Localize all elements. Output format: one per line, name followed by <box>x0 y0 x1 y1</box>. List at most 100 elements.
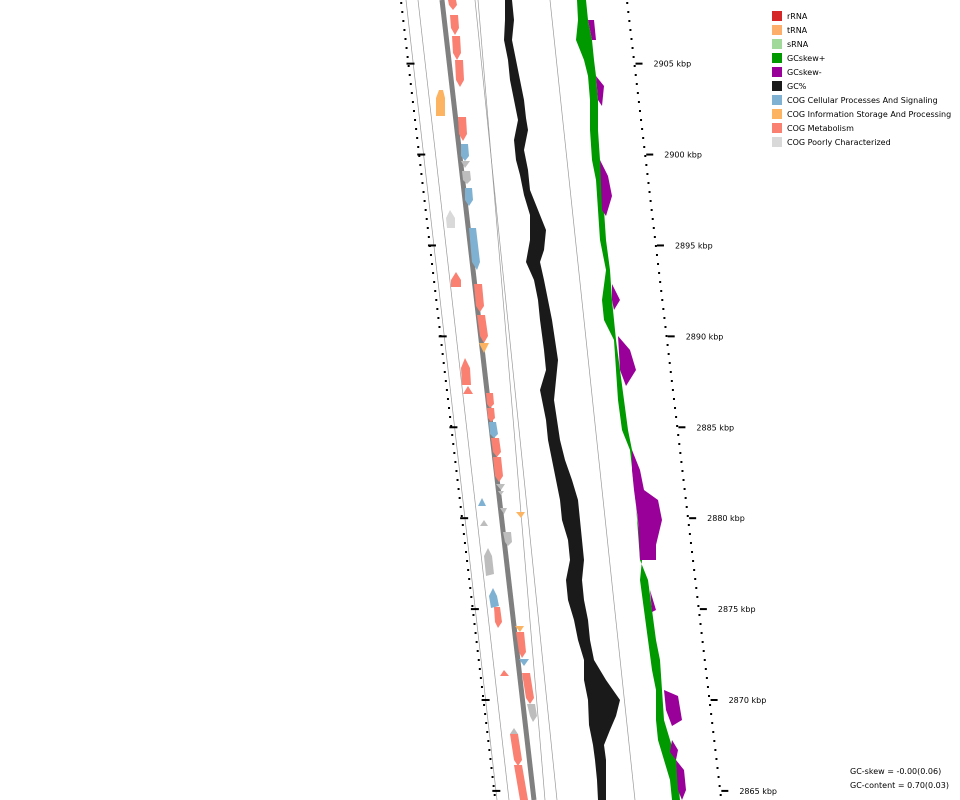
minor-tick <box>432 272 435 274</box>
minor-tick <box>424 209 427 211</box>
legend-item: COG Information Storage And Processing <box>772 107 951 121</box>
minor-tick <box>425 218 428 220</box>
minor-tick <box>456 479 459 481</box>
gene-feature <box>450 15 459 35</box>
gene-feature <box>461 358 471 385</box>
major-tick <box>438 335 447 338</box>
legend-item: GCskew- <box>772 65 951 79</box>
tick-label: 2890 kbp <box>686 332 724 341</box>
minor-tick <box>706 686 709 688</box>
guide-line <box>474 0 558 800</box>
minor-tick <box>646 173 649 175</box>
gene-feature <box>519 659 529 666</box>
minor-tick <box>718 785 721 787</box>
legend-swatch <box>772 81 782 91</box>
minor-tick <box>701 641 704 643</box>
major-tick <box>460 517 469 520</box>
minor-tick <box>403 29 406 31</box>
minor-tick <box>458 497 461 499</box>
gene-feature <box>477 315 488 343</box>
minor-tick <box>681 470 684 472</box>
minor-tick <box>417 146 420 148</box>
minor-tick <box>470 596 473 598</box>
major-tick <box>710 699 718 701</box>
minor-tick <box>467 569 470 571</box>
minor-tick <box>431 263 434 265</box>
minor-tick <box>451 434 454 436</box>
minor-tick <box>662 308 665 310</box>
minor-tick <box>421 182 424 184</box>
gc-skew-negative <box>588 20 686 800</box>
minor-ticks-right <box>626 2 722 796</box>
minor-tick <box>441 353 444 355</box>
gene-feature <box>496 484 505 490</box>
legend-label: COG Metabolism <box>787 123 854 133</box>
minor-tick <box>412 110 415 112</box>
minor-tick <box>482 695 485 697</box>
minor-tick <box>683 488 686 490</box>
minor-tick <box>473 623 476 625</box>
legend: rRNA tRNA sRNA GCskew+ GCskew- GC% COG Cellula… <box>772 9 951 149</box>
gene-feature <box>493 457 503 482</box>
gene-feature <box>510 734 522 766</box>
minor-tick <box>411 101 414 103</box>
gene-feature <box>516 512 525 518</box>
minor-tick <box>635 83 638 85</box>
minor-tick <box>438 326 441 328</box>
legend-item: tRNA <box>772 23 951 37</box>
legend-label: COG Cellular Processes And Signaling <box>787 95 938 105</box>
minor-tick <box>463 542 466 544</box>
minor-tick <box>638 110 641 112</box>
major-tick <box>492 789 501 792</box>
legend-label: COG Information Storage And Processing <box>787 109 952 119</box>
gene-feature <box>522 673 534 704</box>
tick-label: 2880 kbp <box>707 514 745 523</box>
gene-feature <box>446 210 455 228</box>
minor-tick <box>429 254 432 256</box>
minor-tick <box>708 695 711 697</box>
guide-line <box>477 0 546 800</box>
minor-tick <box>652 227 655 229</box>
minor-tick <box>483 704 486 706</box>
gene-feature <box>479 343 489 353</box>
minor-tick <box>448 407 451 409</box>
minor-tick <box>696 596 699 598</box>
minor-tick <box>663 317 666 319</box>
legend-label: sRNA <box>787 39 809 49</box>
major-tick <box>427 244 436 247</box>
minor-tick <box>488 749 491 751</box>
minor-tick <box>719 794 722 796</box>
minor-tick <box>469 587 472 589</box>
minor-tick <box>408 74 411 76</box>
minor-tick <box>703 659 706 661</box>
legend-item: sRNA <box>772 37 951 51</box>
minor-tick <box>420 173 423 175</box>
minor-tick <box>402 20 405 22</box>
major-tick <box>656 244 664 247</box>
legend-item: GC% <box>772 79 951 93</box>
minor-tick <box>694 578 697 580</box>
minor-tick <box>700 632 703 634</box>
minor-tick <box>698 614 701 616</box>
legend-label: GC% <box>787 81 807 91</box>
major-tick <box>689 517 697 520</box>
minor-tick <box>418 155 421 157</box>
minor-tick <box>716 767 719 769</box>
minor-tick <box>434 290 437 292</box>
legend-swatch <box>772 123 782 133</box>
minor-tick <box>471 605 474 607</box>
legend-item: COG Metabolism <box>772 121 951 135</box>
major-tick <box>417 153 426 156</box>
legend-swatch <box>772 25 782 35</box>
minor-tick <box>466 560 469 562</box>
minor-tick <box>655 254 658 256</box>
minor-tick <box>680 461 683 463</box>
minor-tick <box>676 425 679 427</box>
minor-tick <box>460 515 463 517</box>
major-tick <box>406 62 415 65</box>
gene-feature <box>486 393 494 408</box>
minor-tick <box>654 245 657 247</box>
gene-feature <box>487 408 495 422</box>
tick-label: 2865 kbp <box>739 787 777 796</box>
tick-label: 2895 kbp <box>675 241 713 250</box>
